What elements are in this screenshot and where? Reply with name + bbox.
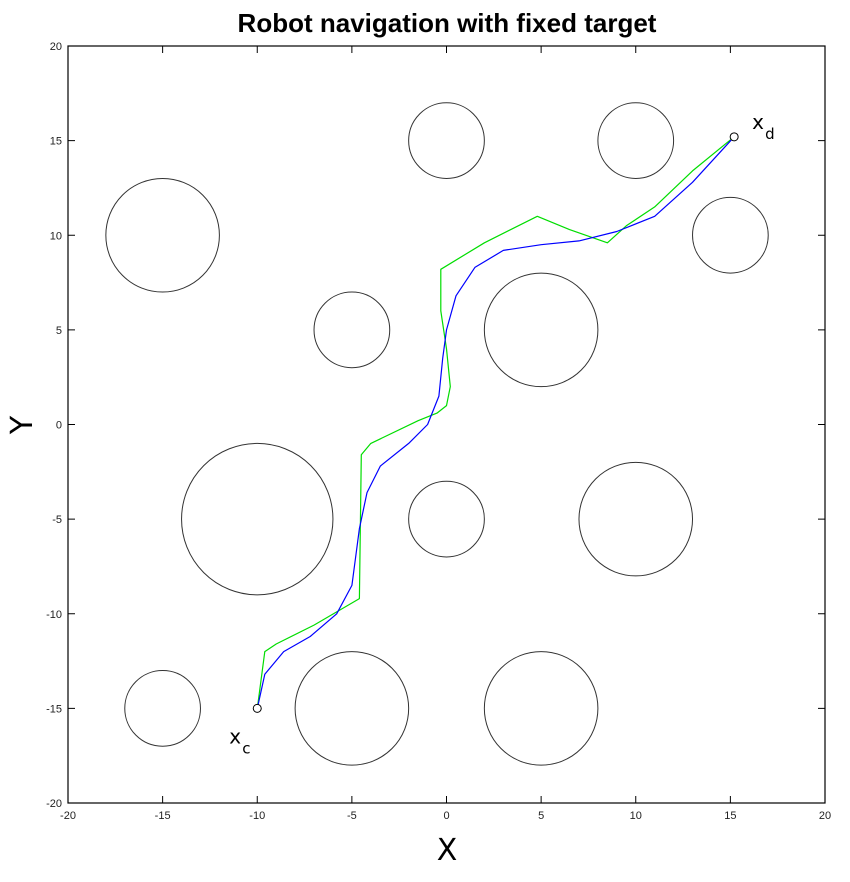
point-markers: x cx d [229, 110, 774, 758]
y-axis-label: Y [5, 415, 40, 435]
obstacle-circle-7 [181, 442, 334, 596]
x-tick-label: -15 [155, 810, 171, 822]
point-label-sub-c: c [242, 739, 250, 757]
y-tick-label: -20 [46, 798, 62, 810]
x-tick-label: 5 [538, 810, 544, 822]
point-label-sub-d: d [765, 125, 775, 143]
x-tick-label: 15 [724, 810, 736, 822]
blue-path-line [256, 136, 735, 709]
obstacle-circle-12 [483, 651, 599, 766]
axis-ticks: -20 -15 -10 -5 0 5 10 15 20 -20 -15 -10 -5 0 5 10 15 20 [46, 41, 831, 822]
chart-title: Robot navigation with fixed target [238, 8, 657, 38]
y-tick-label: -5 [52, 514, 62, 526]
paths [256, 136, 735, 709]
y-tick-label: 10 [50, 230, 62, 242]
x-axis-label: X [437, 833, 458, 868]
y-tick-label: 5 [56, 325, 62, 337]
y-tick-label: -10 [46, 609, 62, 621]
obstacle-circle-11 [294, 651, 410, 766]
x-tick-label: 0 [443, 810, 449, 822]
green-path-line [256, 136, 735, 709]
x-tick-label: -10 [249, 810, 265, 822]
obstacle-circle-8 [408, 480, 485, 558]
point-label-d: x [752, 110, 764, 134]
obstacle-circle-2 [597, 102, 675, 179]
obstacle-circle-1 [408, 102, 485, 179]
plot-area [67, 45, 826, 804]
obstacle-circle-6 [483, 272, 599, 388]
obstacle-circle-3 [105, 177, 220, 293]
obstacle-circle-9 [578, 461, 694, 577]
point-marker-c [252, 703, 262, 713]
x-tick-label: 10 [630, 810, 642, 822]
obstacle-circle-5 [313, 291, 391, 369]
point-label-c: x [229, 724, 241, 748]
x-tick-label: -5 [347, 810, 357, 822]
point-marker-d [729, 132, 739, 142]
y-tick-label: -15 [46, 703, 62, 715]
x-tick-label: 20 [819, 810, 831, 822]
x-tick-label: -20 [60, 810, 76, 822]
y-tick-label: 20 [50, 41, 62, 53]
y-tick-label: 0 [56, 420, 62, 432]
obstacle-circle-4 [692, 196, 769, 274]
obstacles [105, 102, 769, 766]
y-tick-label: 15 [50, 136, 62, 148]
obstacle-circle-10 [124, 670, 201, 747]
